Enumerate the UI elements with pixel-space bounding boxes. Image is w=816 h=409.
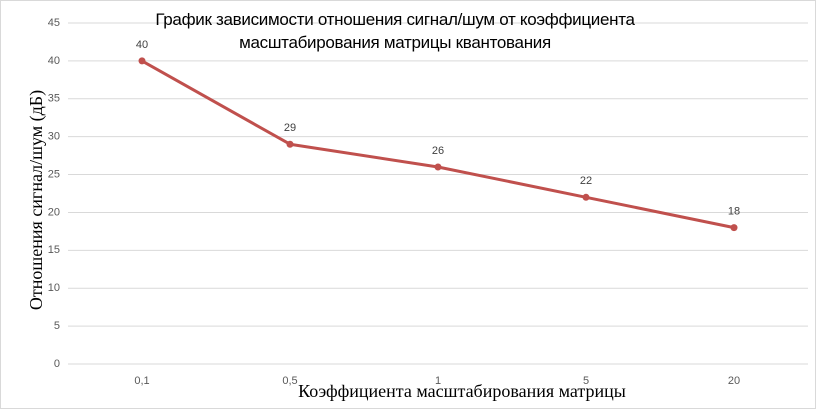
data-label: 40 [136, 39, 148, 51]
x-tick-label: 5 [583, 375, 589, 387]
data-label: 29 [284, 122, 296, 134]
data-label: 22 [580, 175, 592, 187]
point [434, 163, 442, 171]
point [286, 140, 294, 148]
y-tick-label: 40 [48, 55, 60, 67]
point [138, 57, 146, 65]
x-tick-label: 1 [435, 375, 441, 387]
y-tick-label: 45 [48, 17, 60, 29]
data-label: 18 [728, 206, 740, 218]
x-tick-label: 0,5 [282, 375, 297, 387]
y-tick-label: 20 [48, 206, 60, 218]
y-tick-label: 35 [48, 93, 60, 105]
y-tick-label: 10 [48, 282, 60, 294]
y-tick-label: 0 [54, 358, 60, 370]
y-tick-label: 25 [48, 168, 60, 180]
y-tick-label: 15 [48, 244, 60, 256]
x-axis-title: Коэффициента масштабирования матрицы [298, 381, 626, 401]
chart-title: График зависимости отношения сигнал/шум … [155, 10, 635, 52]
point [730, 224, 738, 232]
y-axis-title: Отношения сигнал/шум (дБ) [26, 90, 47, 310]
x-tick-label: 0,1 [134, 375, 149, 387]
y-tick-label: 5 [54, 320, 60, 332]
data-label: 26 [432, 145, 444, 157]
x-tick-label: 20 [728, 375, 740, 387]
point [582, 193, 590, 201]
y-tick-label: 30 [48, 131, 60, 143]
